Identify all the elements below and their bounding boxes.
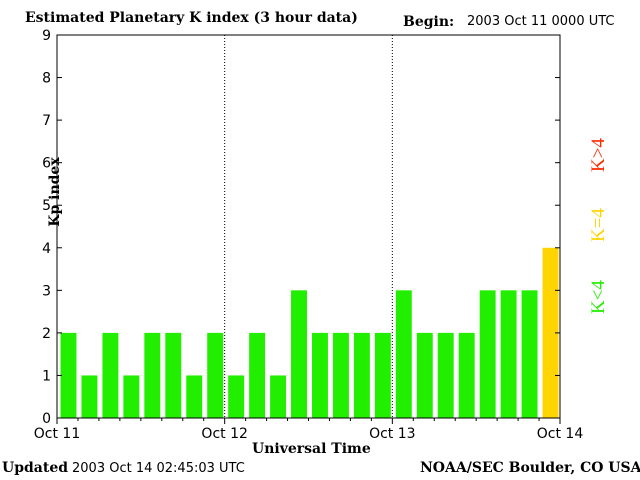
- y-tick-label: 1: [42, 368, 51, 384]
- kp-bar: [207, 332, 224, 418]
- x-tick-label: Oct 12: [201, 426, 247, 442]
- kp-bar: [312, 332, 328, 418]
- y-tick-label: 9: [42, 28, 51, 44]
- y-tick-label: 8: [42, 71, 51, 87]
- x-tick-label: Oct 11: [34, 426, 80, 442]
- kp-bar: [291, 290, 307, 418]
- y-tick-label: 6: [42, 156, 51, 172]
- legend-k-less-4: K<4: [588, 280, 609, 314]
- kp-bar: [353, 332, 370, 418]
- kp-bar: [81, 375, 98, 418]
- kp-bar: [395, 290, 412, 418]
- kp-bar: [186, 375, 203, 418]
- kp-bar: [479, 290, 496, 418]
- kp-bar: [437, 332, 454, 418]
- chart-title: Estimated Planetary K index (3 hour data…: [25, 10, 358, 26]
- legend-k-greater-4: K>4: [588, 138, 609, 172]
- begin-label: Begin:: [403, 14, 455, 30]
- kp-bar: [374, 332, 391, 418]
- kp-bar: [521, 290, 538, 418]
- y-tick-label: 4: [42, 241, 51, 257]
- kp-bar: [500, 290, 517, 418]
- kp-bar: [458, 332, 475, 418]
- y-tick-label: 0: [42, 411, 51, 427]
- y-tick-label: 5: [42, 198, 51, 214]
- kp-bar: [144, 332, 161, 418]
- updated-label: Updated: [2, 460, 69, 476]
- kp-bar: [416, 332, 433, 418]
- kp-bar: [249, 332, 266, 418]
- credit-text: NOAA/SEC Boulder, CO USA: [420, 460, 640, 476]
- begin-value: 2003 Oct 11 0000 UTC: [467, 14, 615, 29]
- kp-bar: [165, 332, 182, 418]
- y-tick-label: 2: [42, 326, 51, 342]
- x-tick-label: Oct 14: [537, 426, 584, 442]
- legend-k-equal-4: K=4: [588, 208, 609, 242]
- kp-bar: [60, 332, 77, 418]
- kp-bar: [270, 375, 287, 418]
- kp-bar: [228, 375, 245, 418]
- kp-bar: [542, 247, 559, 418]
- kp-bar: [123, 375, 140, 418]
- kp-bar: [332, 332, 349, 418]
- updated-value: 2003 Oct 14 02:45:03 UTC: [72, 461, 245, 476]
- x-tick-label: Oct 13: [369, 426, 415, 442]
- y-axis-label: Kp index: [47, 157, 63, 227]
- x-axis-label: Universal Time: [252, 441, 371, 457]
- y-tick-label: 3: [42, 283, 51, 299]
- y-tick-label: 7: [42, 113, 51, 129]
- kp-bar: [102, 332, 119, 418]
